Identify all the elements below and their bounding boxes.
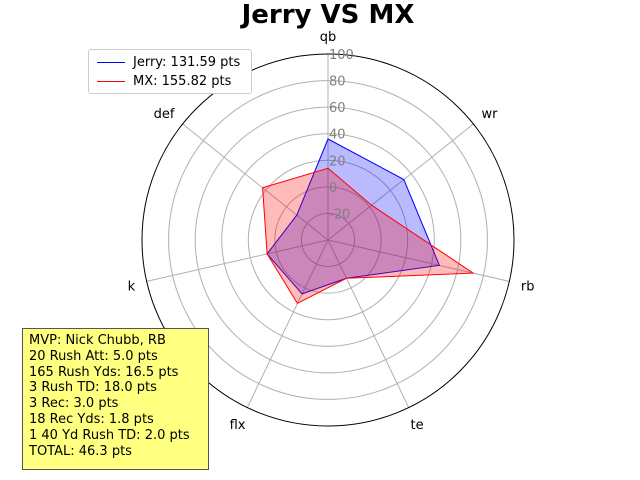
chart-title: Jerry VS MX — [240, 0, 415, 30]
grid-ring — [300, 212, 356, 268]
radial-ticks: -20 0 20 40 60 80 100 — [329, 48, 354, 222]
spoke-te — [327, 239, 410, 408]
legend-label-jerry: Jerry: 131.59 pts — [133, 54, 241, 70]
mvp-line: 3 Rec: 3.0 pts — [29, 396, 119, 412]
axis-label-qb: qb — [320, 30, 337, 45]
mvp-line: 3 Rush TD: 18.0 pts — [29, 380, 157, 396]
spoke-wr — [327, 123, 474, 241]
axis-label-flx: flx — [230, 418, 246, 433]
axis-label-def: def — [154, 107, 175, 122]
grid-ring — [221, 133, 435, 347]
outer-frame — [141, 53, 515, 427]
axis-label-rb: rb — [521, 279, 535, 294]
radar-grid — [141, 53, 515, 427]
legend-label-mx: MX: 155.82 pts — [133, 73, 232, 89]
mvp-line: 20 Rush Att: 5.0 pts — [29, 348, 158, 364]
mvp-stats-box: MVP: Nick Chubb, RB 20 Rush Att: 5.0 pts… — [22, 328, 209, 470]
grid-ring — [194, 106, 462, 374]
radar-series — [262, 138, 475, 305]
grid-ring — [247, 159, 409, 321]
radial-tick-label: 60 — [329, 101, 346, 116]
radial-tick-label: 20 — [329, 154, 346, 169]
spoke-def — [182, 123, 329, 241]
legend-item-jerry: Jerry: 131.59 pts — [97, 53, 240, 71]
grid-ring — [274, 186, 382, 294]
axis-labels: qb wr rb te flx k def — [128, 30, 535, 433]
mvp-line: 1 40 Yd Rush TD: 2.0 pts — [29, 427, 190, 443]
legend: Jerry: 131.59 pts MX: 155.82 pts — [88, 49, 252, 94]
mvp-line: TOTAL: 46.3 pts — [29, 443, 132, 459]
radial-tick-label: 80 — [329, 75, 346, 90]
grid-ring — [168, 80, 488, 400]
radial-tick-label: 40 — [329, 128, 346, 143]
radial-tick-label: -20 — [329, 207, 350, 222]
series-polygon-1 — [262, 167, 475, 305]
mvp-line: MVP: Nick Chubb, RB — [29, 333, 166, 348]
mvp-line: 18 Rec Yds: 1.8 pts — [29, 411, 154, 427]
legend-swatch-mx — [97, 80, 125, 82]
axis-label-k: k — [128, 279, 136, 294]
legend-item-mx: MX: 155.82 pts — [97, 72, 231, 90]
legend-swatch-jerry — [97, 61, 125, 63]
series-polygon-0 — [266, 138, 441, 295]
radial-tick-label: 100 — [329, 48, 354, 63]
axis-label-wr: wr — [482, 107, 499, 122]
spoke-flx — [246, 239, 329, 408]
spoke-k — [146, 239, 329, 282]
axis-label-te: te — [411, 418, 424, 433]
spoke-rb — [327, 239, 510, 282]
mvp-line: 165 Rush Yds: 16.5 pts — [29, 364, 179, 380]
radial-tick-label: 0 — [329, 181, 337, 196]
